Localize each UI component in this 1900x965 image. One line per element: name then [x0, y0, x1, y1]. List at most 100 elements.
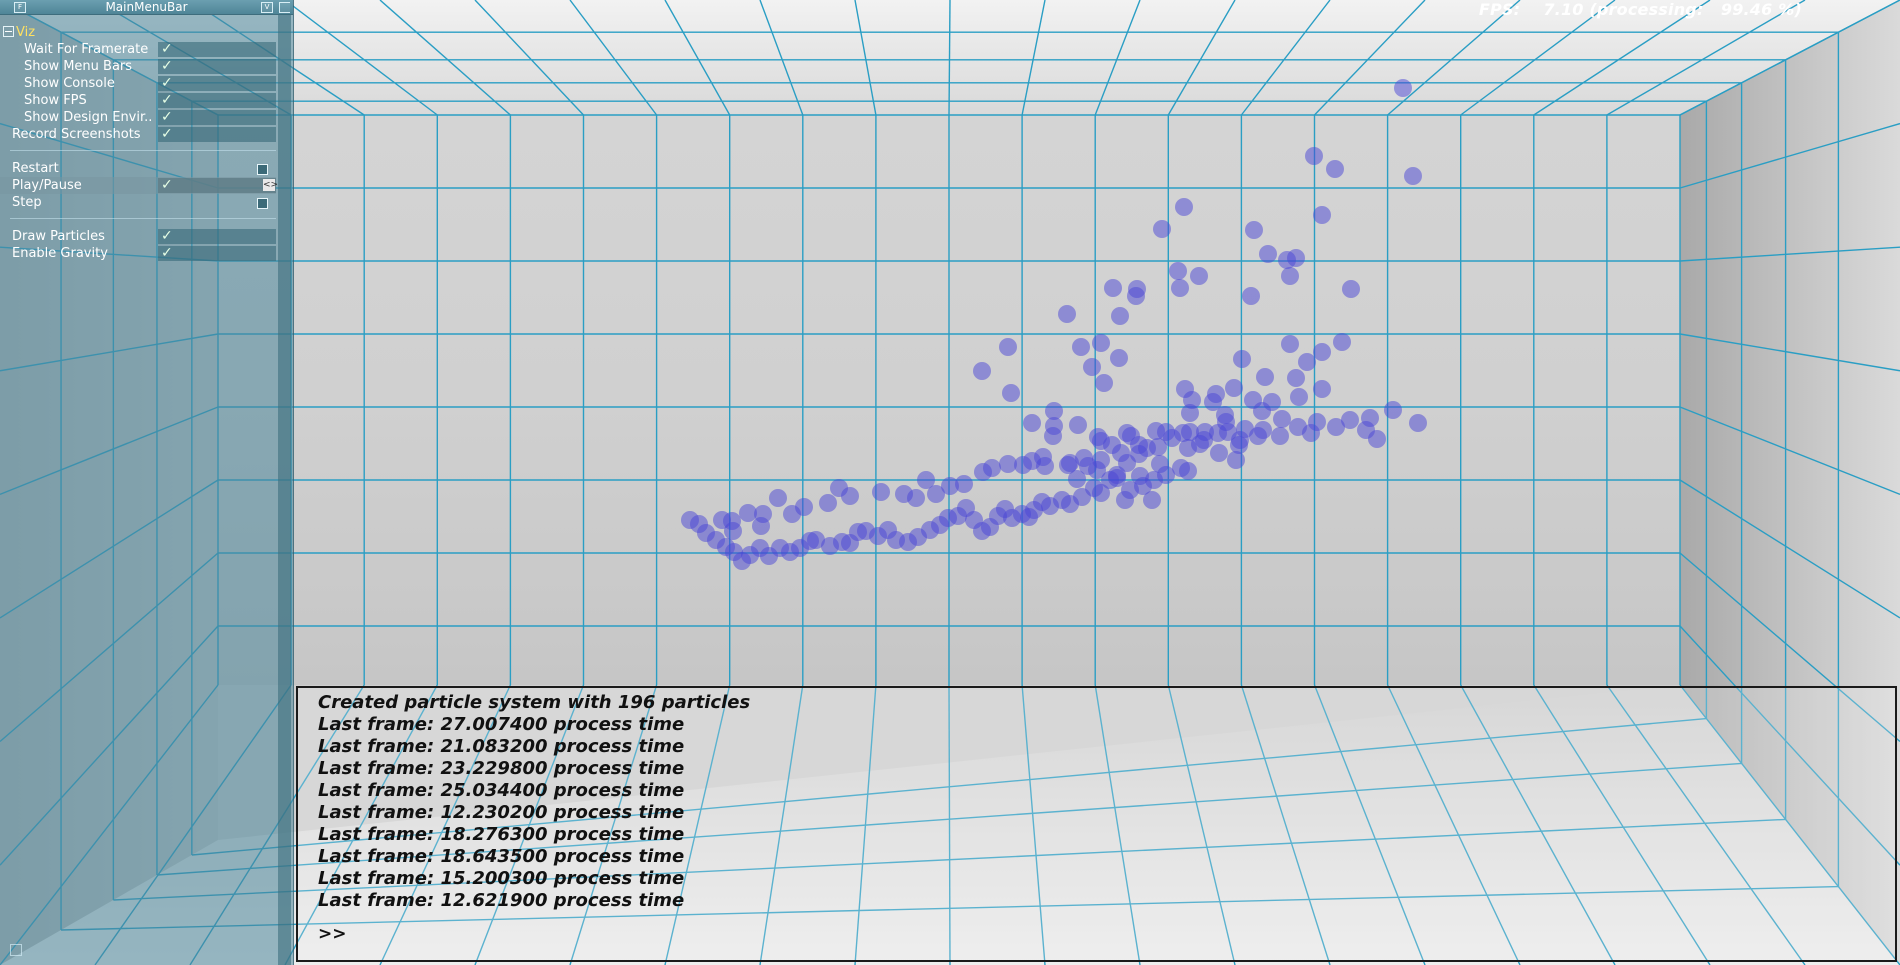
pin-icon[interactable]: F	[14, 2, 26, 13]
particle	[1271, 427, 1289, 445]
grid-line	[759, 684, 804, 965]
toggle-field[interactable]	[158, 59, 276, 74]
menu-item-show-menu-bars[interactable]: Show Menu Bars ✓	[0, 58, 276, 75]
console-line: Last frame: 18.643500 process time	[318, 846, 685, 867]
particle	[1068, 470, 1086, 488]
particle	[941, 477, 959, 495]
particle	[1111, 307, 1129, 325]
grid-line	[61, 885, 1839, 931]
menu-item-play-pause[interactable]: Play/Pause ✓ <>	[0, 177, 279, 194]
menu-item-label: Show Design Envir..	[24, 110, 153, 125]
toggle-field[interactable]	[158, 178, 276, 193]
checkmark-icon: ✓	[161, 126, 173, 142]
grid-line	[1606, 0, 1806, 116]
console-line: Last frame: 27.007400 process time	[318, 714, 685, 735]
particle	[1342, 280, 1360, 298]
grid-line	[284, 684, 438, 965]
step-button[interactable]: Step	[0, 194, 276, 211]
spin-arrows-icon[interactable]: <>	[263, 179, 279, 191]
particle	[1302, 424, 1320, 442]
resize-grip-icon[interactable]	[279, 2, 290, 13]
menu-item-label: Enable Gravity	[12, 246, 108, 261]
menu-titlebar[interactable]: F MainMenuBar V	[0, 0, 293, 15]
particle	[1394, 79, 1412, 97]
menu-item-record-screenshots[interactable]: Record Screenshots ✓	[0, 126, 276, 143]
console-panel[interactable]: Created particle system with 196 particl…	[296, 686, 1897, 962]
menu-item-draw-particles[interactable]: Draw Particles ✓	[0, 228, 276, 245]
particle	[1169, 262, 1187, 280]
grid-line	[1021, 684, 1046, 965]
grid-line	[1021, 0, 1046, 116]
particle	[1083, 358, 1101, 376]
menu-item-show-fps[interactable]: Show FPS ✓	[0, 92, 276, 109]
grid-line	[948, 0, 951, 116]
grid-line	[379, 684, 512, 965]
menu-item-enable-gravity[interactable]: Enable Gravity ✓	[0, 245, 276, 262]
particle	[1118, 454, 1136, 472]
menu-item-label: Record Screenshots	[12, 127, 141, 142]
grid-line	[1679, 122, 1900, 189]
particle-cloud	[681, 79, 1427, 570]
particle	[1044, 427, 1062, 445]
grid-line	[948, 684, 951, 965]
particle	[1290, 388, 1308, 406]
console-line: Created particle system with 196 particl…	[318, 692, 751, 713]
checkbox-icon[interactable]	[257, 164, 268, 175]
grid-line	[284, 0, 438, 116]
particle	[1281, 267, 1299, 285]
toggle-field[interactable]	[158, 127, 276, 142]
menu-item-show-console[interactable]: Show Console ✓	[0, 75, 276, 92]
particle	[1163, 429, 1181, 447]
toggle-field[interactable]	[158, 76, 276, 91]
particle	[927, 485, 945, 503]
menu-item-show-design-environment[interactable]: Show Design Envir.. ✓	[0, 109, 276, 126]
particle	[819, 494, 837, 512]
right-wall	[1680, 0, 1900, 965]
particle	[1207, 385, 1225, 403]
particle	[1326, 160, 1344, 178]
particle	[1384, 401, 1402, 419]
checkmark-icon: ✓	[161, 109, 173, 125]
grid-line	[1460, 0, 1616, 116]
particle	[1191, 435, 1209, 453]
group-viz[interactable]: Viz	[0, 25, 35, 41]
particle	[999, 455, 1017, 473]
checkmark-icon: ✓	[161, 58, 173, 74]
resize-grip-icon[interactable]	[10, 944, 22, 956]
grid-line	[1094, 0, 1141, 116]
menu-scrollbar[interactable]	[278, 14, 291, 965]
grid-line	[1606, 684, 1806, 965]
particle	[1327, 418, 1345, 436]
particle	[917, 471, 935, 489]
collapse-icon[interactable]	[3, 26, 14, 37]
particle	[1130, 436, 1148, 454]
particle	[1101, 471, 1119, 489]
group-viz-label: Viz	[16, 25, 36, 40]
console-prompt[interactable]: >>	[318, 924, 347, 944]
particle	[1045, 402, 1063, 420]
particle	[1209, 424, 1227, 442]
toggle-field[interactable]	[158, 93, 276, 108]
particle	[895, 485, 913, 503]
checkmark-icon: ✓	[161, 177, 173, 193]
restart-button[interactable]: Restart	[0, 160, 276, 177]
menu-item-label: Restart	[12, 161, 59, 176]
toggle-field[interactable]	[158, 229, 276, 244]
console-line: Last frame: 21.083200 process time	[318, 736, 685, 757]
main-menu-panel: F MainMenuBar V Viz Wait For Framerate ✓…	[0, 0, 294, 965]
grid-line	[1313, 0, 1426, 116]
toggle-field[interactable]	[158, 42, 276, 57]
grid-line	[1386, 684, 1521, 965]
checkmark-icon: ✓	[161, 75, 173, 91]
toggle-field[interactable]	[158, 246, 276, 261]
grid-line	[759, 0, 804, 116]
particle	[1273, 410, 1291, 428]
toggle-field[interactable]	[158, 110, 276, 125]
particle	[1058, 305, 1076, 323]
minimize-icon[interactable]: V	[261, 2, 273, 13]
checkbox-icon[interactable]	[257, 198, 268, 209]
particle	[1245, 221, 1263, 239]
menu-item-wait-for-framerate[interactable]: Wait For Framerate ✓	[0, 41, 276, 58]
particle	[1287, 369, 1305, 387]
particle	[1153, 220, 1171, 238]
